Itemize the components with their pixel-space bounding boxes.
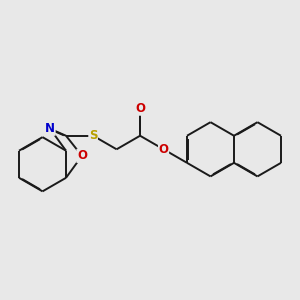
Text: S: S (89, 129, 98, 142)
Text: O: O (159, 143, 169, 156)
Text: N: N (45, 122, 55, 135)
Text: O: O (135, 102, 145, 115)
Text: O: O (77, 149, 87, 162)
